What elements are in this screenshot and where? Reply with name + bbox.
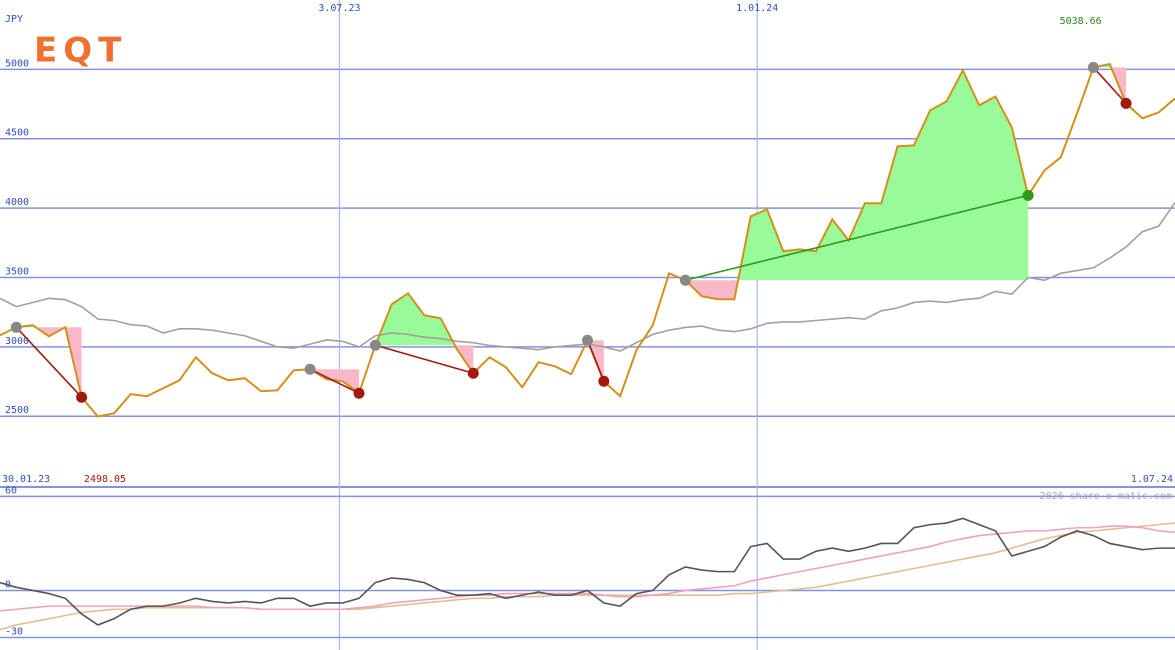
y-tick-label: 4000: [5, 197, 29, 208]
series-line: [0, 525, 1175, 612]
y-tick-label: 3000: [5, 336, 29, 347]
entry-marker: [10, 321, 22, 333]
x-tick-label: 3.07.23: [318, 3, 360, 14]
exit-marker: [598, 375, 610, 387]
y-tick-label: 2500: [5, 405, 29, 416]
series-line: [0, 517, 1175, 626]
y-tick-label: -30: [5, 626, 23, 637]
trade-line: [15, 326, 83, 398]
logo: EQT: [34, 31, 127, 71]
exit-marker: [76, 391, 88, 403]
y-axis-label: JPY: [5, 14, 23, 25]
trade-area: [685, 70, 1029, 281]
series-line: [0, 522, 1175, 631]
y-tick-label: 5000: [5, 58, 29, 69]
y-tick-label: 3500: [5, 266, 29, 277]
exit-marker: [1120, 97, 1132, 109]
exit-marker: [1022, 189, 1034, 201]
trade-line: [1092, 66, 1127, 104]
entry-marker: [304, 363, 316, 375]
entry-marker: [1087, 61, 1099, 73]
x-tick-label: 1.01.24: [736, 3, 778, 14]
max-label: 5038.66: [1060, 16, 1102, 27]
trade-area: [375, 345, 474, 374]
trade-line: [375, 344, 474, 374]
trade-line: [586, 339, 605, 382]
trade-area: [685, 280, 1029, 300]
end-date: 1.07.24: [1131, 474, 1173, 485]
start-date: 30.01.23: [2, 474, 50, 485]
y-tick-label: 4500: [5, 128, 29, 139]
trade-line: [685, 194, 1029, 282]
trade-area: [16, 327, 82, 398]
trade-area: [1093, 67, 1127, 104]
trade-area: [375, 293, 474, 346]
entry-marker: [369, 339, 381, 351]
trade-line: [309, 368, 360, 394]
exit-marker: [467, 367, 479, 379]
entry-marker: [582, 334, 593, 346]
min-label: 2498.05: [84, 474, 126, 485]
y-tick-label: 60: [5, 485, 17, 496]
entry-marker: [679, 274, 691, 286]
exit-marker: [353, 387, 365, 399]
